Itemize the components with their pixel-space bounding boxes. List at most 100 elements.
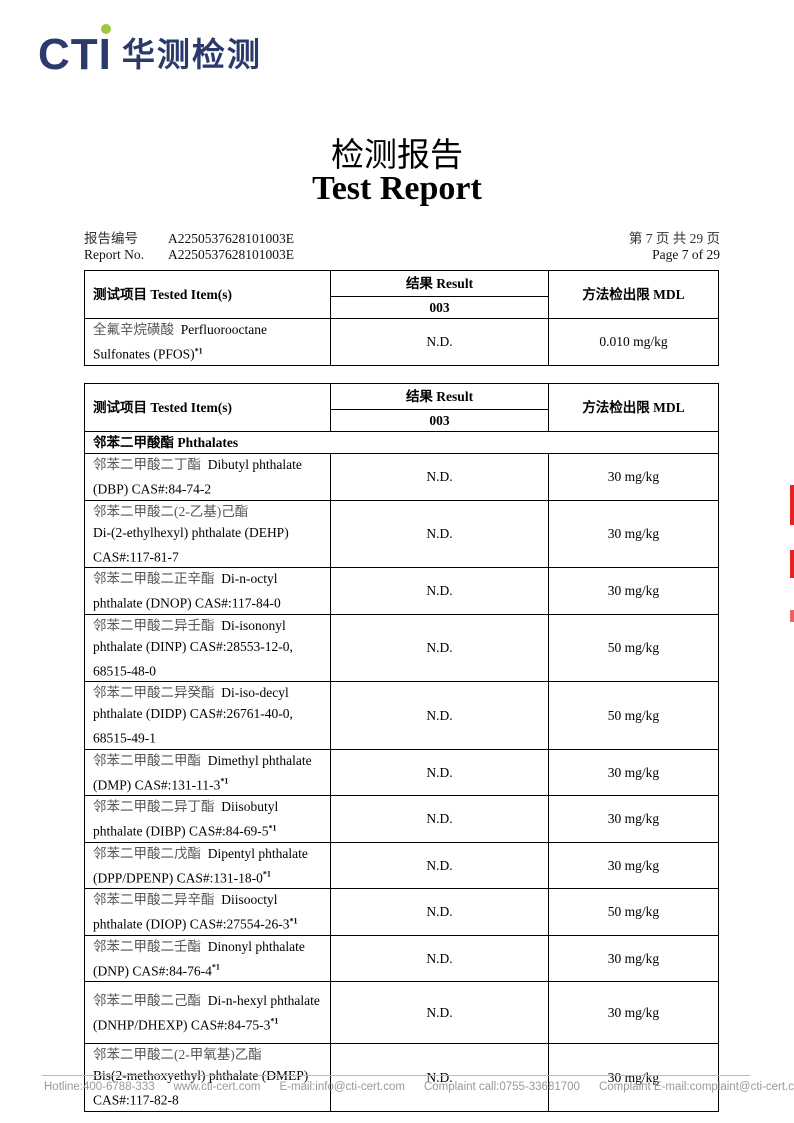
item-name: 邻苯二甲酸二己酯 Di-n-hexyl phthalate (DNHP/DHEX… bbox=[84, 981, 331, 1044]
item-name-cn: 邻苯二甲酸二己酯 bbox=[93, 992, 201, 1008]
item-name: 全氟辛烷磺酸 Perfluorooctane Sulfonates (PFOS)… bbox=[84, 318, 331, 366]
footnote-mark: *1 bbox=[268, 823, 277, 832]
table-row: 邻苯二甲酸二异癸酯 Di-iso-decyl phthalate (DIDP) … bbox=[84, 681, 719, 750]
table-row: 邻苯二甲酸二戊酯 Dipentyl phthalate (DPP/DPENP) … bbox=[84, 841, 719, 889]
title-en: Test Report bbox=[312, 170, 482, 207]
item-name: 邻苯二甲酸二异辛酯 Diisooctyl phthalate (DIOP) CA… bbox=[84, 888, 331, 936]
item-name: 邻苯二甲酸二壬酯 Dinonyl phthalate (DNP) CAS#:84… bbox=[84, 934, 331, 982]
table-row: 邻苯二甲酸二壬酯 Dinonyl phthalate (DNP) CAS#:84… bbox=[84, 934, 719, 982]
header-mdl: 方法检出限 MDL bbox=[548, 383, 719, 432]
item-name: 邻苯二甲酸二戊酯 Dipentyl phthalate (DPP/DPENP) … bbox=[84, 841, 331, 889]
table-row: 邻苯二甲酸二(2-乙基)己酯 Di-(2-ethylhexyl) phthalat… bbox=[84, 499, 719, 568]
item-name-en: Perfluorooctane Sulfonates (PFOS) bbox=[93, 322, 267, 362]
pfos-table: 测试项目 Tested Item(s) 结果 Result 方法检出限 MDL 00… bbox=[84, 270, 719, 366]
header-mdl: 方法检出限 MDL bbox=[548, 270, 719, 319]
item-name-cn: 邻苯二甲酸二异癸酯 bbox=[93, 685, 215, 700]
item-name-en: Dibutyl phthalate (DBP) CAS#:84-74-2 bbox=[93, 457, 302, 497]
header-result: 结果 Result bbox=[330, 383, 549, 410]
mdl-value: 30 mg/kg bbox=[548, 795, 719, 843]
footer-website[interactable]: www.cti-cert.com bbox=[173, 1081, 261, 1093]
report-no-en: A2250537628101003E bbox=[168, 247, 294, 262]
footnote-mark: *1 bbox=[262, 869, 271, 879]
item-name-en: Di-n-hexyl phthalate (DNHP/DHEXP) CAS#:8… bbox=[93, 992, 320, 1033]
item-name-cn: 邻苯二甲酸二异壬酯 bbox=[93, 617, 215, 633]
cti-logo: CTI 华测检测 bbox=[38, 24, 262, 77]
item-name-cn: 邻苯二甲酸二异丁酯 bbox=[93, 799, 215, 814]
table-row: 邻苯二甲酸二甲酯 Dimethyl phthalate (DMP) CAS#:1… bbox=[84, 748, 719, 796]
mdl-value: 0.010 mg/kg bbox=[548, 318, 719, 366]
table-row: 全氟辛烷磺酸 Perfluorooctane Sulfonates (PFOS)… bbox=[84, 318, 719, 366]
item-name-cn: 邻苯二甲酸二异辛酯 bbox=[93, 892, 215, 907]
table-row: 邻苯二甲酸二丁酯 Dibutyl phthalate (DBP) CAS#:84… bbox=[84, 453, 719, 501]
result-value: N.D. bbox=[330, 613, 549, 682]
footer: Hotline:400-6788-333 www.cti-cert.com E-… bbox=[44, 1081, 794, 1093]
footnote-mark: *1 bbox=[220, 776, 229, 786]
item-name: 邻苯二甲酸二甲酯 Dimethyl phthalate (DMP) CAS#:1… bbox=[84, 748, 331, 796]
seal-fragment bbox=[790, 550, 794, 578]
mdl-value: 30 mg/kg bbox=[548, 1043, 719, 1112]
mdl-value: 30 mg/kg bbox=[548, 981, 719, 1044]
item-name: 邻苯二甲酸二异丁酯 Diisobutyl phthalate (DIBP) CA… bbox=[84, 795, 331, 843]
item-name-cn: 邻苯二甲酸二戊酯 bbox=[93, 845, 201, 861]
mdl-value: 30 mg/kg bbox=[548, 841, 719, 889]
table-row: 邻苯二甲酸二异壬酯 Di-isononyl phthalate (DINP) C… bbox=[84, 613, 719, 682]
logo-dot bbox=[101, 24, 111, 34]
footer-divider bbox=[42, 1075, 750, 1076]
footer-complaint-email[interactable]: Complaint E-mail:complaint@cti-cert.com bbox=[598, 1081, 794, 1093]
item-name-en: Di-iso-decyl phthalate (DIDP) CAS#:26761… bbox=[93, 685, 293, 746]
title-cn: 检测报告 bbox=[331, 135, 463, 174]
footer-email[interactable]: E-mail:info@cti-cert.com bbox=[279, 1081, 405, 1093]
item-name: 邻苯二甲酸二异癸酯 Di-iso-decyl phthalate (DIDP) … bbox=[84, 681, 331, 750]
result-value: N.D. bbox=[330, 981, 549, 1044]
logo-name: 华测检测 bbox=[121, 35, 262, 74]
mdl-value: 50 mg/kg bbox=[548, 681, 719, 750]
result-value: N.D. bbox=[330, 888, 549, 936]
mdl-value: 30 mg/kg bbox=[548, 567, 719, 615]
result-value: N.D. bbox=[330, 841, 549, 889]
item-name-en: Di-n-octyl phthalate (DNOP) CAS#:117-84-… bbox=[93, 571, 281, 611]
footnote-mark: *1 bbox=[211, 962, 220, 972]
footnote-mark: *1 bbox=[289, 916, 298, 925]
header-item: 测试项目 Tested Item(s) bbox=[84, 383, 331, 432]
result-value: N.D. bbox=[330, 681, 549, 750]
item-name: 邻苯二甲酸二正辛酯 Di-n-octyl phthalate (DNOP) CA… bbox=[84, 567, 331, 615]
item-name-en: Diisobutyl phthalate (DIBP) CAS#:84-69-5 bbox=[93, 799, 279, 839]
item-name-en: Dimethyl phthalate (DMP) CAS#:131-11-3 bbox=[93, 752, 312, 793]
result-value: N.D. bbox=[330, 453, 549, 501]
result-value: N.D. bbox=[330, 567, 549, 615]
result-value: N.D. bbox=[330, 499, 549, 568]
item-name: 邻苯二甲酸二(2-甲氧基)乙酯 Bis(2-methoxyethyl) phtha… bbox=[84, 1043, 331, 1112]
item-name-en: Dinonyl phthalate (DNP) CAS#:84-76-4 bbox=[93, 938, 305, 979]
item-name-en: Diisooctyl phthalate (DIOP) CAS#:27554-2… bbox=[93, 892, 290, 932]
table-row: 邻苯二甲酸二异辛酯 Diisooctyl phthalate (DIOP) CA… bbox=[84, 888, 719, 936]
mdl-value: 30 mg/kg bbox=[548, 453, 719, 501]
mdl-value: 30 mg/kg bbox=[548, 934, 719, 982]
header-sample: 003 bbox=[330, 409, 549, 432]
seal-fragment bbox=[790, 610, 794, 622]
result-value: N.D. bbox=[330, 318, 549, 366]
phthalates-table: 测试项目 Tested Item(s) 结果 Result 方法检出限 MDL 00… bbox=[84, 383, 719, 1112]
item-name-cn: 邻苯二甲酸二壬酯 bbox=[93, 938, 201, 954]
header-item: 测试项目 Tested Item(s) bbox=[84, 270, 331, 319]
footnote-mark: *1 bbox=[270, 1016, 279, 1026]
item-name-cn: 邻苯二甲酸二丁酯 bbox=[93, 457, 201, 472]
item-name-cn: 邻苯二甲酸二(2-乙基)己酯 bbox=[93, 503, 249, 519]
item-name: 邻苯二甲酸二异壬酯 Di-isononyl phthalate (DINP) C… bbox=[84, 613, 331, 682]
report-no-cn: A2250537628101003E bbox=[168, 231, 294, 246]
table-row: 邻苯二甲酸二异丁酯 Diisobutyl phthalate (DIBP) CA… bbox=[84, 795, 719, 843]
mdl-value: 30 mg/kg bbox=[548, 499, 719, 568]
item-name-en: Di-isononyl phthalate (DINP) CAS#:28553-… bbox=[93, 617, 293, 679]
result-value: N.D. bbox=[330, 748, 549, 796]
item-name-cn: 邻苯二甲酸二正辛酯 bbox=[93, 571, 215, 586]
mdl-value: 50 mg/kg bbox=[548, 888, 719, 936]
seal-fragment bbox=[790, 485, 794, 525]
item-name-cn: 全氟辛烷磺酸 bbox=[93, 322, 174, 337]
result-value: N.D. bbox=[330, 795, 549, 843]
table-row: 邻苯二甲酸二正辛酯 Di-n-octyl phthalate (DNOP) CA… bbox=[84, 567, 719, 615]
report-no-label-cn: 报告编号 bbox=[84, 231, 138, 246]
item-name: 邻苯二甲酸二丁酯 Dibutyl phthalate (DBP) CAS#:84… bbox=[84, 453, 331, 501]
result-value: N.D. bbox=[330, 1043, 549, 1112]
header-result: 结果 Result bbox=[330, 270, 549, 297]
footer-hotline: Hotline:400-6788-333 bbox=[44, 1081, 155, 1093]
page-en: Page 7 of 29 bbox=[652, 247, 720, 262]
